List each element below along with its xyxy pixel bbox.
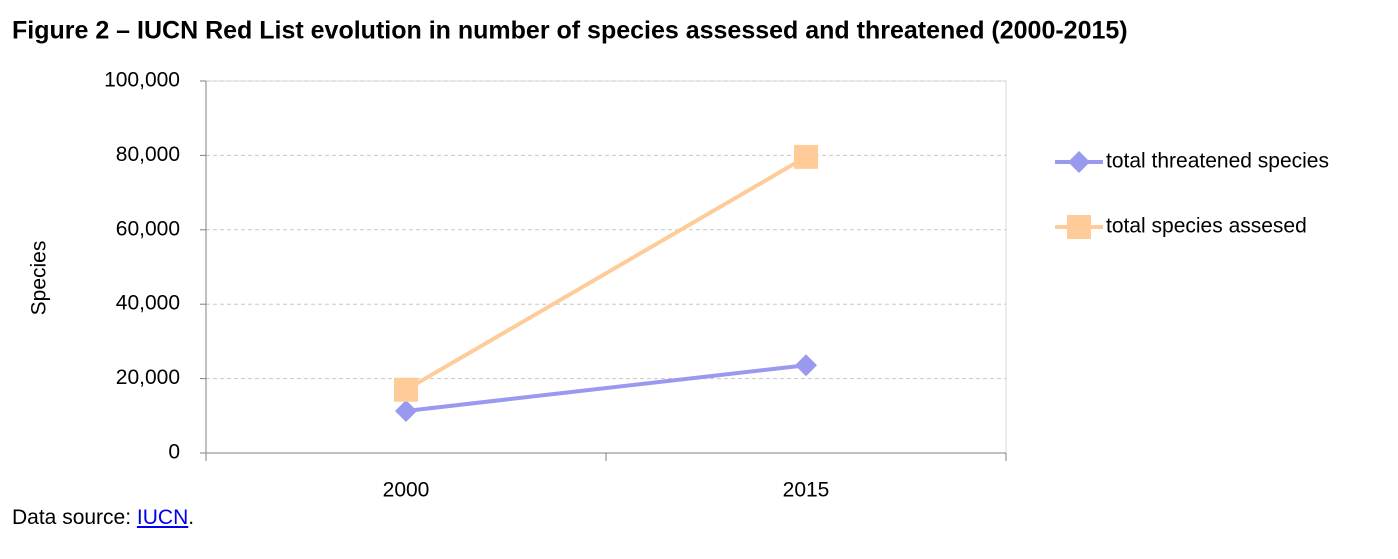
y-tick-label: 60,000: [116, 217, 180, 240]
source-suffix: .: [188, 506, 195, 529]
source-link[interactable]: IUCN: [136, 506, 189, 529]
series-line: [405, 363, 807, 413]
y-axis-label: Species: [28, 241, 51, 316]
plot-area: [205, 80, 1007, 454]
chart: Figure 2 – IUCN Red List evolution in nu…: [12, 17, 1329, 500]
data-point: [794, 144, 818, 169]
data-point: [795, 354, 817, 377]
legend-label: total threatened species: [1106, 150, 1329, 173]
legend-marker: [1067, 215, 1091, 239]
source-prefix: Data source:: [12, 506, 132, 529]
legend-label: total species assesed: [1106, 215, 1307, 238]
y-tick-label: 80,000: [116, 143, 180, 166]
data-point: [395, 399, 417, 422]
y-tick-label: 20,000: [116, 366, 180, 389]
chart-title: Figure 2 – IUCN Red List evolution in nu…: [12, 17, 1128, 45]
footer: Data source: IUCN.: [12, 506, 194, 530]
y-tick-label: 40,000: [116, 292, 180, 315]
x-tick-label: 2000: [383, 479, 430, 500]
data-point: [394, 377, 418, 402]
series-line: [404, 155, 808, 392]
legend-marker: [1068, 151, 1090, 173]
x-tick-label: 2015: [783, 479, 830, 500]
y-tick-label: 100,000: [104, 69, 180, 92]
y-tick-label: 0: [168, 441, 180, 464]
